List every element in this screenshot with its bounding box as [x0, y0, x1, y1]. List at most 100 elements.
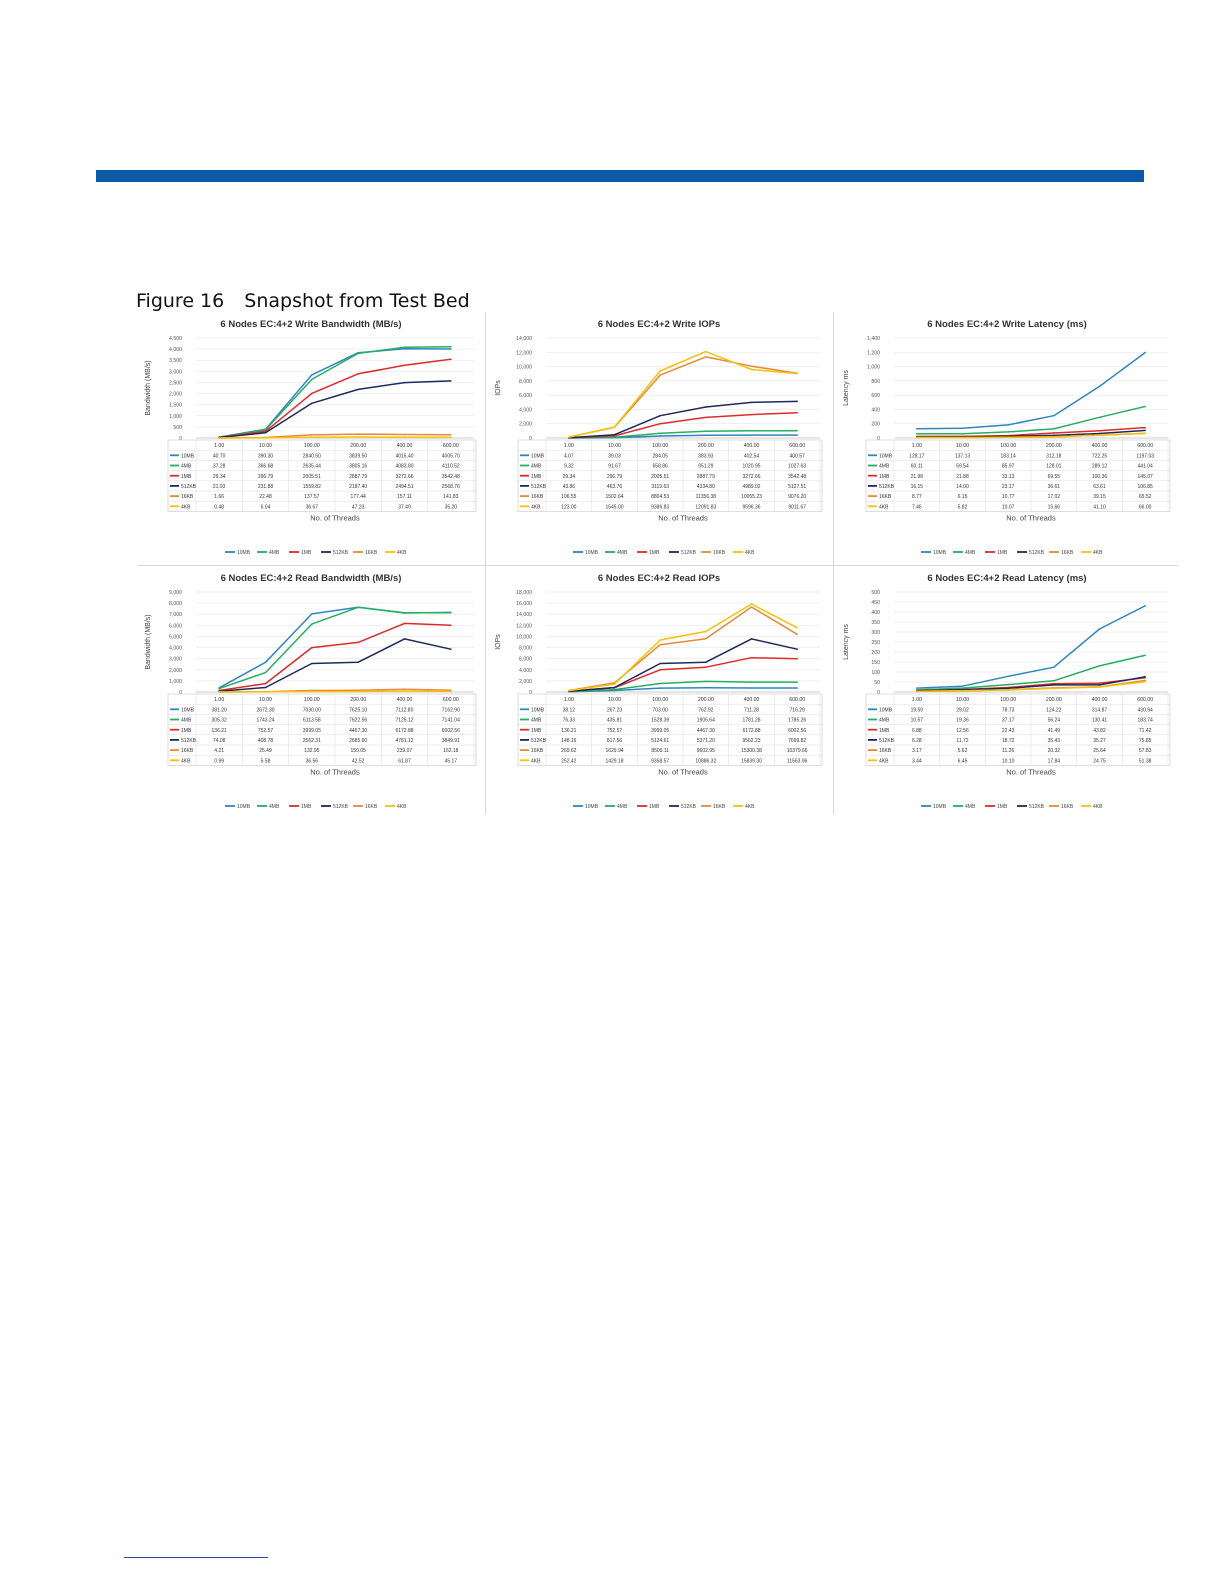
y-tick-label: 800: [871, 379, 880, 385]
data-label: 35.43: [1048, 738, 1061, 744]
legend-label-512kb: 512KB: [1029, 804, 1045, 810]
y-tick-label: 0: [877, 690, 880, 696]
data-point-4kb: [450, 690, 452, 693]
legend-label-512kb: 512KB: [333, 550, 349, 556]
data-point-4kb: [357, 436, 359, 438]
legend-label-16kb: 16KB: [713, 804, 726, 810]
data-point-4mb: [613, 688, 616, 691]
data-point-16kb: [705, 356, 707, 358]
data-point-512kb: [311, 402, 313, 405]
y-tick-label: 0: [529, 690, 532, 696]
data-point-512kb: [1053, 434, 1055, 437]
data-point-4mb: [311, 378, 313, 381]
data-point-4mb: [218, 687, 220, 690]
x-tick-label: 10.00: [608, 443, 621, 449]
data-label: 5127.51: [788, 484, 806, 490]
data-point-1mb: [1098, 430, 1101, 432]
data-point-16kb: [750, 365, 753, 367]
data-point-512kb: [450, 648, 452, 651]
series-name-10mb: 10MB: [181, 707, 195, 713]
data-label: 4467.30: [697, 728, 715, 734]
data-point-16kb: [311, 434, 313, 436]
data-point-4mb: [403, 346, 406, 349]
data-label: 1528.39: [651, 718, 669, 724]
legend-label-10mb: 10MB: [585, 550, 599, 556]
series-line-4kb: [568, 603, 798, 692]
x-tick-label: 200.00: [350, 697, 366, 703]
y-tick-label: 10,000: [516, 634, 532, 640]
data-label: 10.77: [1002, 494, 1015, 500]
y-tick-label: 8,000: [169, 601, 182, 607]
data-point-10mb: [450, 348, 452, 350]
data-label: 39.15: [1093, 494, 1106, 500]
data-label: 430.94: [1138, 707, 1154, 713]
data-point-1mb: [705, 666, 707, 668]
series-name-4kb: 4KB: [879, 758, 889, 764]
y-tick-label: 50: [874, 680, 880, 686]
series-line-16kb: [568, 606, 798, 692]
x-tick-label: 600.00: [443, 443, 459, 449]
data-label: 74.08: [213, 738, 226, 744]
data-label: 312.18: [1046, 453, 1062, 459]
data-label: 37.28: [213, 464, 226, 470]
data-label: 9602.95: [697, 748, 715, 754]
data-label: 314.87: [1092, 707, 1108, 713]
data-label: 817.56: [607, 738, 623, 744]
data-label: 3119.63: [651, 484, 669, 490]
data-point-4kb: [311, 690, 313, 693]
y-tick-label: 5,000: [169, 634, 182, 640]
data-table-border: [167, 693, 477, 766]
x-tick-label: 200.00: [350, 443, 366, 449]
data-label: 6.28: [912, 738, 922, 744]
data-point-512kb: [357, 661, 359, 663]
write-latency-chart: 6 Nodes EC:4+2 Write Latency (ms) Latency…: [836, 314, 1178, 562]
data-label: 150.05: [351, 748, 367, 754]
data-label: 71.42: [1139, 728, 1152, 734]
series-name-4mb: 4MB: [531, 718, 542, 724]
data-label: 7622.56: [349, 718, 367, 724]
y-tick-label: 16,000: [516, 601, 532, 607]
data-label: 381.20: [212, 707, 228, 713]
series-name-512kb: 512KB: [531, 738, 547, 744]
series-name-4mb: 4MB: [879, 718, 890, 724]
data-label: 21.88: [956, 474, 969, 480]
chart-svg: 6 Nodes EC:4+2 Read Latency (ms) Latency …: [843, 573, 1171, 810]
data-label: 4110.52: [442, 464, 460, 470]
x-tick-label: 600.00: [443, 697, 459, 703]
legend-label-4kb: 4KB: [745, 550, 755, 556]
data-point-10mb: [705, 434, 707, 437]
data-point-1mb: [264, 682, 267, 685]
x-tick-label: 1.00: [564, 697, 574, 703]
data-point-4mb: [796, 681, 798, 683]
data-label: 24.75: [1093, 758, 1106, 764]
y-tick-label: 150: [871, 660, 880, 666]
data-point-4mb: [450, 345, 452, 348]
data-point-512kb: [1053, 684, 1055, 686]
data-label: 65.52: [1139, 494, 1152, 500]
y-tick-label: 200: [871, 422, 880, 428]
data-label: 4015.40: [395, 453, 413, 459]
data-point-4kb: [1144, 432, 1146, 435]
x-axis-label: No. of Threads: [1006, 513, 1056, 522]
data-label: 10379.66: [787, 748, 808, 754]
data-label: 3999.05: [651, 728, 669, 734]
y-tick-label: 12,000: [516, 623, 532, 629]
data-point-16kb: [659, 374, 661, 376]
data-label: 383.93: [698, 453, 714, 459]
data-point-512kb: [264, 432, 267, 434]
data-point-4mb: [705, 680, 707, 683]
legend-label-512kb: 512KB: [333, 804, 349, 810]
data-point-16kb: [1144, 679, 1146, 682]
x-tick-label: 1.00: [214, 697, 224, 703]
x-tick-label: 100.00: [652, 443, 668, 449]
series-name-4kb: 4KB: [531, 504, 541, 510]
y-tick-label: 400: [871, 407, 880, 413]
series-name-1mb: 1MB: [879, 728, 890, 734]
data-point-1mb: [403, 622, 406, 625]
data-label: 4467.30: [349, 728, 367, 734]
data-label: 57.83: [1139, 748, 1152, 754]
data-point-1mb: [613, 435, 616, 437]
data-point-4kb: [1053, 687, 1055, 690]
series-line-4mb: [916, 405, 1146, 435]
data-label: 183.74: [1138, 718, 1154, 724]
